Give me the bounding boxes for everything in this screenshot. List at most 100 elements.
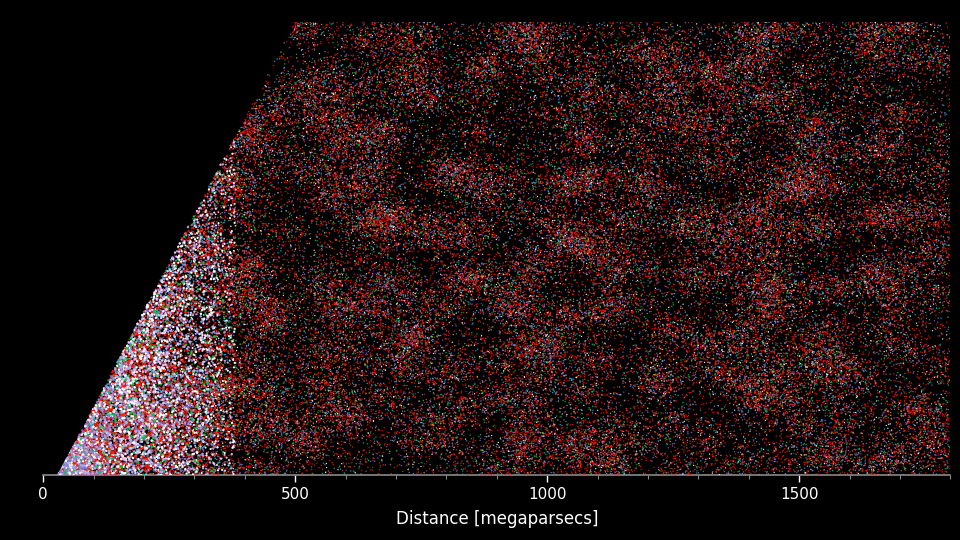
Point <box>889 200 904 208</box>
Point <box>721 225 736 234</box>
Point <box>840 150 855 158</box>
Point <box>171 286 186 294</box>
Point <box>577 457 592 466</box>
Point <box>404 85 420 93</box>
Point <box>793 381 808 389</box>
Point <box>578 127 593 136</box>
Point <box>936 101 951 110</box>
Point <box>372 361 388 369</box>
Point <box>249 110 264 118</box>
Point <box>557 270 572 279</box>
Point <box>848 24 863 33</box>
Point <box>217 240 232 249</box>
Point <box>889 334 904 342</box>
Point <box>817 205 832 213</box>
Point <box>407 333 422 342</box>
Point <box>420 298 435 306</box>
Point <box>172 301 187 310</box>
Point <box>268 424 283 433</box>
Point <box>162 308 178 317</box>
Point <box>852 205 868 213</box>
Point <box>652 235 667 244</box>
Point <box>765 118 780 127</box>
Point <box>106 383 121 392</box>
Point <box>545 44 561 53</box>
Point <box>474 212 490 220</box>
Point <box>488 71 503 79</box>
Point <box>834 378 850 387</box>
Point <box>470 185 486 193</box>
Point <box>236 119 252 127</box>
Point <box>570 347 586 355</box>
Point <box>844 355 859 364</box>
Point <box>315 271 330 279</box>
Point <box>276 402 292 411</box>
Point <box>321 400 336 409</box>
Point <box>624 308 639 317</box>
Point <box>676 131 691 139</box>
Point <box>142 298 157 307</box>
Point <box>105 396 120 404</box>
Point <box>269 96 284 104</box>
Point <box>220 274 235 282</box>
Point <box>933 164 948 173</box>
Point <box>169 393 184 401</box>
Point <box>394 202 409 211</box>
Point <box>86 415 102 423</box>
Point <box>504 308 519 317</box>
Point <box>195 271 210 280</box>
Point <box>571 204 587 212</box>
Point <box>875 393 890 402</box>
Point <box>718 322 733 331</box>
Point <box>506 38 521 46</box>
Point <box>265 225 280 233</box>
Point <box>738 279 754 288</box>
Point <box>748 399 763 407</box>
Point <box>244 456 259 464</box>
Point <box>918 151 933 159</box>
Point <box>72 442 87 450</box>
Point <box>900 317 915 326</box>
Point <box>164 271 180 280</box>
Point <box>509 395 524 404</box>
Point <box>653 32 668 40</box>
Point <box>904 424 920 433</box>
Point <box>453 198 468 207</box>
Point <box>642 50 658 58</box>
Point <box>929 44 945 53</box>
Point <box>391 423 406 432</box>
Point <box>159 411 175 420</box>
Point <box>285 70 300 78</box>
Point <box>794 170 809 178</box>
Point <box>372 131 387 140</box>
Point <box>855 211 871 219</box>
Point <box>450 402 466 411</box>
Point <box>782 78 798 87</box>
Point <box>890 265 905 274</box>
Point <box>205 392 221 401</box>
Point <box>582 183 597 191</box>
Point <box>169 278 184 287</box>
Point <box>565 309 581 318</box>
Point <box>581 235 596 244</box>
Point <box>363 120 378 129</box>
Point <box>529 24 544 33</box>
Point <box>873 187 888 195</box>
Point <box>485 90 500 99</box>
Point <box>661 277 677 286</box>
Point <box>361 268 376 277</box>
Point <box>156 384 171 393</box>
Point <box>597 305 612 313</box>
Point <box>296 253 311 261</box>
Point <box>345 221 360 230</box>
Point <box>742 55 757 64</box>
Point <box>382 105 397 113</box>
Point <box>164 417 180 426</box>
Point <box>501 49 516 58</box>
Point <box>275 389 290 397</box>
Point <box>903 465 919 474</box>
Point <box>796 176 811 184</box>
Point <box>733 220 749 228</box>
Point <box>84 413 100 422</box>
Point <box>720 387 735 395</box>
